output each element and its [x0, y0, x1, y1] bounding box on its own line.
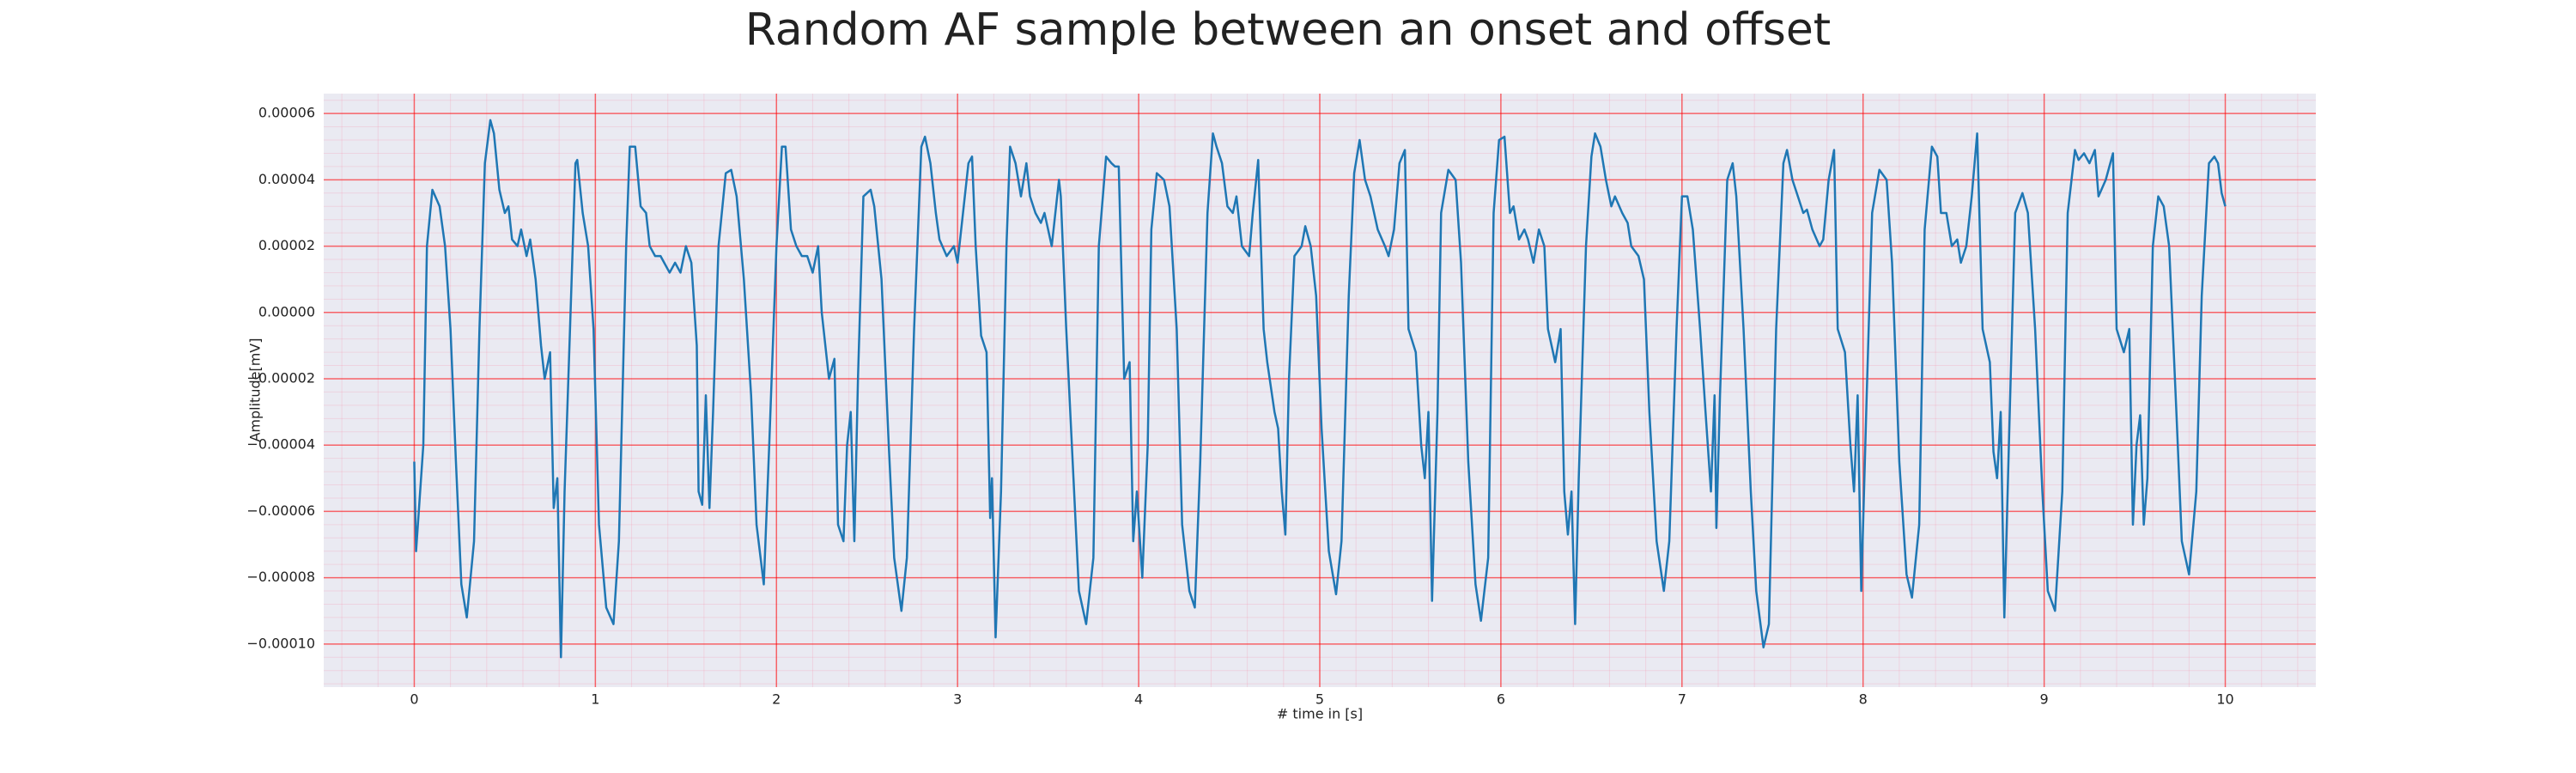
x-tick-label: 9 [2040, 691, 2049, 708]
y-tick-label: −0.00002 [246, 369, 315, 386]
x-tick-label: 3 [953, 691, 962, 708]
x-tick-label: 8 [1859, 691, 1868, 708]
x-tick-label: 4 [1134, 691, 1143, 708]
y-tick-label: −0.00010 [246, 635, 315, 651]
x-tick-label: 2 [772, 691, 781, 708]
chart-title: Random AF sample between an onset and of… [745, 4, 1831, 56]
x-tick-label: 7 [1678, 691, 1686, 708]
y-axis-label: Amplitude[mV] [247, 338, 264, 441]
y-tick-label: −0.00004 [246, 436, 315, 453]
y-tick-label: 0.00006 [258, 105, 315, 121]
x-tick-label: 5 [1315, 691, 1324, 708]
signal-line [413, 119, 2227, 659]
x-tick-label: 6 [1497, 691, 1505, 708]
x-tick-label: 0 [410, 691, 418, 708]
y-tick-label: −0.00006 [246, 502, 315, 519]
x-axis-label: # time in [s] [1277, 706, 1363, 722]
x-tick-label: 10 [2216, 691, 2233, 708]
x-tick-label: 1 [591, 691, 599, 708]
y-tick-label: 0.00002 [258, 237, 315, 253]
y-tick-label: 0.00004 [258, 171, 315, 187]
y-tick-label: 0.00000 [258, 303, 315, 320]
y-tick-label: −0.00008 [246, 569, 315, 585]
